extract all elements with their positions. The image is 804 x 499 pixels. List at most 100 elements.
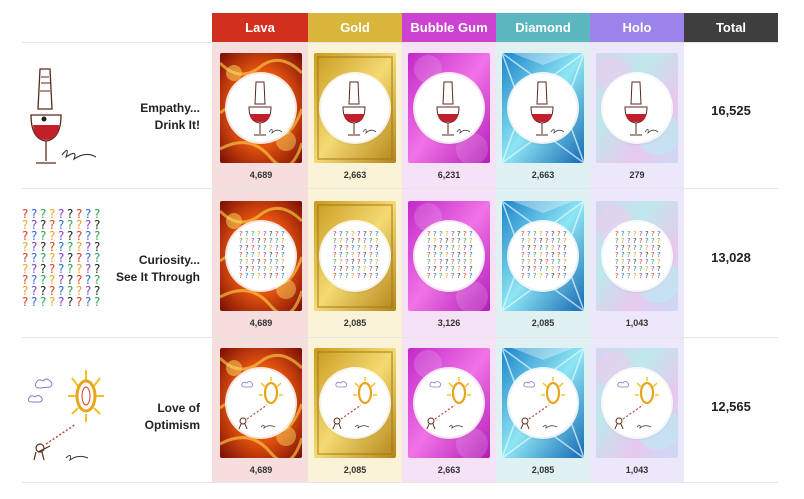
svg-text:?: ? xyxy=(251,237,255,245)
card-diamond[interactable] xyxy=(502,53,584,163)
svg-text:?: ? xyxy=(557,244,561,252)
card-gold[interactable]: ????????????????????????????????????????… xyxy=(314,201,396,311)
svg-text:?: ? xyxy=(551,237,555,245)
svg-text:?: ? xyxy=(451,265,455,273)
svg-text:?: ? xyxy=(457,230,461,238)
header-holo: Holo xyxy=(590,13,684,42)
row-divider xyxy=(22,42,778,43)
svg-text:?: ? xyxy=(621,258,625,266)
card-count: 2,085 xyxy=(531,465,555,475)
svg-text:?: ? xyxy=(31,207,37,221)
svg-text:?: ? xyxy=(627,251,631,259)
svg-text:?: ? xyxy=(563,265,567,273)
svg-text:?: ? xyxy=(269,272,273,280)
svg-text:?: ? xyxy=(645,251,649,259)
svg-text:?: ? xyxy=(357,237,361,245)
card-holo[interactable] xyxy=(596,53,678,163)
card-count: 3,126 xyxy=(437,318,461,328)
svg-text:?: ? xyxy=(433,258,437,266)
header-lava: Lava xyxy=(212,13,308,42)
header-diamond: Diamond xyxy=(496,13,590,42)
svg-text:?: ? xyxy=(463,265,467,273)
svg-text:?: ? xyxy=(621,244,625,252)
svg-text:?: ? xyxy=(76,240,82,254)
svg-text:?: ? xyxy=(40,295,46,309)
svg-text:?: ? xyxy=(333,237,337,245)
card-bubble-gum[interactable] xyxy=(408,348,490,458)
svg-text:?: ? xyxy=(633,265,637,273)
svg-text:?: ? xyxy=(245,265,249,273)
svg-text:?: ? xyxy=(49,262,55,276)
svg-text:?: ? xyxy=(58,251,64,265)
svg-text:?: ? xyxy=(31,284,37,298)
svg-text:?: ? xyxy=(557,237,561,245)
svg-text:?: ? xyxy=(94,273,100,287)
svg-text:?: ? xyxy=(533,237,537,245)
svg-text:?: ? xyxy=(85,207,91,221)
svg-text:?: ? xyxy=(439,251,443,259)
card-holo[interactable]: ????????????????????????????????????????… xyxy=(596,201,678,311)
svg-text:?: ? xyxy=(645,230,649,238)
svg-text:?: ? xyxy=(651,272,655,280)
svg-text:?: ? xyxy=(369,251,373,259)
svg-text:?: ? xyxy=(445,230,449,238)
svg-text:?: ? xyxy=(539,237,543,245)
svg-text:?: ? xyxy=(94,240,100,254)
svg-text:?: ? xyxy=(439,244,443,252)
svg-text:?: ? xyxy=(521,237,525,245)
svg-text:?: ? xyxy=(94,218,100,232)
svg-text:?: ? xyxy=(639,237,643,245)
svg-text:?: ? xyxy=(545,251,549,259)
svg-text:?: ? xyxy=(339,251,343,259)
svg-text:?: ? xyxy=(49,251,55,265)
svg-text:?: ? xyxy=(22,262,28,276)
svg-text:?: ? xyxy=(627,244,631,252)
svg-text:?: ? xyxy=(457,251,461,259)
svg-text:?: ? xyxy=(463,272,467,280)
svg-text:?: ? xyxy=(527,258,531,266)
svg-text:?: ? xyxy=(339,244,343,252)
svg-text:?: ? xyxy=(639,230,643,238)
card-lava[interactable] xyxy=(220,53,302,163)
card-gold[interactable] xyxy=(314,53,396,163)
card-gold[interactable] xyxy=(314,348,396,458)
card-bubble-gum[interactable]: ????????????????????????????????????????… xyxy=(408,201,490,311)
svg-text:?: ? xyxy=(22,273,28,287)
card-diamond[interactable] xyxy=(502,348,584,458)
svg-text:?: ? xyxy=(94,262,100,276)
svg-text:?: ? xyxy=(275,237,279,245)
svg-text:?: ? xyxy=(633,251,637,259)
card-lava[interactable]: ????????????????????????????????????????… xyxy=(220,201,302,311)
svg-text:?: ? xyxy=(251,258,255,266)
svg-text:?: ? xyxy=(369,265,373,273)
svg-text:?: ? xyxy=(621,272,625,280)
svg-text:?: ? xyxy=(439,230,443,238)
card-diamond[interactable]: ????????????????????????????????????????… xyxy=(502,201,584,311)
svg-text:?: ? xyxy=(645,244,649,252)
svg-text:?: ? xyxy=(363,272,367,280)
card-art-circle: ????????????????????????????????????????… xyxy=(603,222,671,290)
svg-text:?: ? xyxy=(621,237,625,245)
svg-text:?: ? xyxy=(357,244,361,252)
svg-text:?: ? xyxy=(557,272,561,280)
card-holo[interactable] xyxy=(596,348,678,458)
svg-text:?: ? xyxy=(657,244,661,252)
card-count: 1,043 xyxy=(625,465,649,475)
svg-text:?: ? xyxy=(527,251,531,259)
svg-text:?: ? xyxy=(433,230,437,238)
svg-text:?: ? xyxy=(67,218,73,232)
svg-text:?: ? xyxy=(357,230,361,238)
svg-text:?: ? xyxy=(357,258,361,266)
card-bubble-gum[interactable] xyxy=(408,53,490,163)
svg-text:?: ? xyxy=(333,265,337,273)
card-lava[interactable] xyxy=(220,348,302,458)
svg-text:?: ? xyxy=(22,240,28,254)
svg-text:?: ? xyxy=(76,251,82,265)
svg-text:?: ? xyxy=(433,251,437,259)
row-title-line: Optimism xyxy=(144,418,200,432)
svg-text:?: ? xyxy=(627,230,631,238)
svg-text:?: ? xyxy=(31,251,37,265)
svg-text:?: ? xyxy=(345,230,349,238)
svg-text:?: ? xyxy=(521,244,525,252)
card-art-circle xyxy=(509,74,577,142)
